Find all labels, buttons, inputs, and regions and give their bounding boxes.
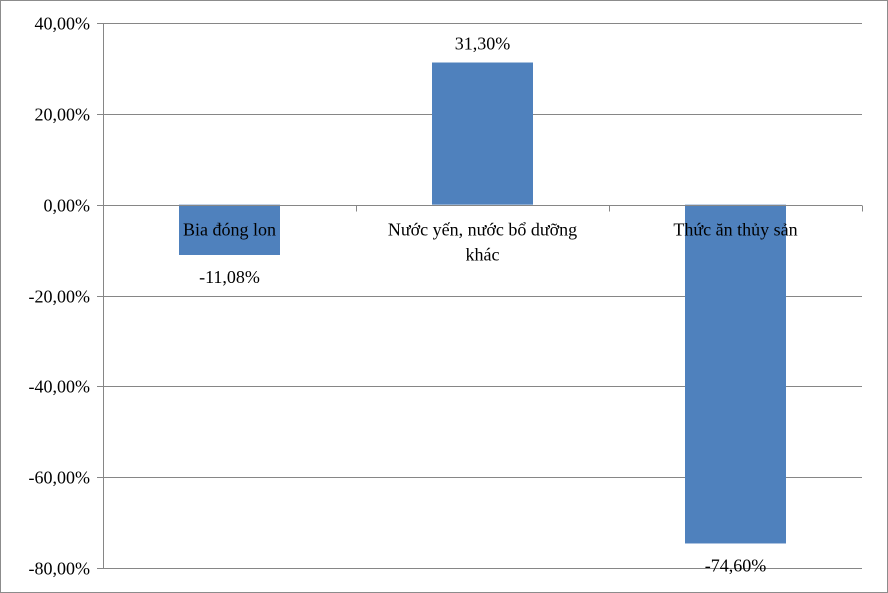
bar bbox=[685, 204, 786, 544]
y-tick-label: -40,00% bbox=[29, 377, 91, 397]
category-label: Bia đóng lon bbox=[183, 220, 276, 240]
y-tick-label: 20,00% bbox=[35, 105, 91, 125]
bar bbox=[179, 204, 280, 255]
category-label: Nước yến, nước bổ dưỡng khác bbox=[388, 220, 577, 265]
data-label: -11,08% bbox=[199, 267, 260, 287]
y-tick-label: -20,00% bbox=[29, 287, 91, 307]
y-tick-label: 40,00% bbox=[35, 14, 91, 34]
data-label: 31,30% bbox=[455, 34, 511, 54]
y-tick-label: -80,00% bbox=[29, 559, 91, 579]
data-label: -74,60% bbox=[705, 555, 767, 575]
bar bbox=[432, 62, 533, 205]
category-label: Thức ăn thủy sản bbox=[673, 220, 797, 240]
y-tick-label: -60,00% bbox=[29, 468, 91, 488]
y-tick-label: 0,00% bbox=[44, 196, 91, 216]
